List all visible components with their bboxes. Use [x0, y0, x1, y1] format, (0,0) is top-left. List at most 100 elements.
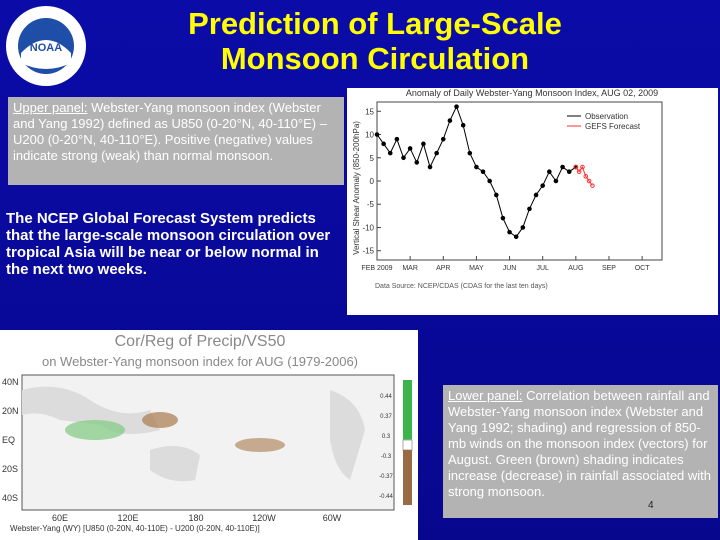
lon-label: 120W: [252, 513, 276, 523]
data-point: [414, 160, 420, 165]
map-subtitle: on Webster-Yang monsoon index for AUG (1…: [42, 354, 358, 369]
brown-shade: [235, 438, 285, 452]
data-point: [434, 150, 439, 156]
note-text: Correlation between rainfall and Webster…: [448, 388, 712, 499]
data-point: [590, 183, 595, 188]
x-tick-label: SEP: [602, 265, 616, 272]
y-tick-label: -10: [362, 223, 374, 232]
data-point: [573, 164, 579, 170]
index-chart: Anomaly of Daily Webster-Yang Monsoon In…: [347, 88, 718, 315]
chart-title: Anomaly of Daily Webster-Yang Monsoon In…: [406, 88, 658, 98]
data-point: [494, 192, 499, 198]
data-point: [513, 234, 519, 240]
lat-label: 20S: [2, 464, 18, 474]
data-point: [553, 178, 559, 184]
lon-label: 120E: [117, 513, 138, 523]
y-tick-label: -15: [362, 247, 374, 256]
x-tick-label: AUG: [568, 265, 583, 272]
correlation-map: Cor/Reg of Precip/VS50 on Webster-Yang m…: [0, 330, 418, 540]
series-line: [376, 105, 577, 238]
x-tick-label: JUL: [536, 265, 549, 272]
data-point: [480, 169, 486, 175]
y-tick-label: 10: [365, 131, 374, 140]
lon-label: 180: [188, 513, 203, 523]
land: [150, 446, 200, 482]
data-point: [407, 146, 413, 151]
x-tick-label: FEB 2009: [361, 265, 392, 272]
colorbar-label: -0.37: [379, 474, 393, 480]
green-shade: [65, 420, 125, 440]
data-point: [500, 215, 506, 221]
summary-text: The NCEP Global Forecast System predicts…: [6, 210, 331, 278]
y-tick-label: 5: [370, 154, 375, 163]
y-tick-label: -5: [367, 200, 375, 209]
chart-source: Data Source: NCEP/CDAS (CDAS for the las…: [375, 283, 548, 290]
slide-title: Prediction of Large-Scale Monsoon Circul…: [188, 6, 562, 76]
y-axis-label: Vertical Shear Anomaly (850-200hPa): [352, 121, 361, 255]
x-tick-label: MAR: [402, 265, 418, 272]
data-point: [401, 155, 406, 161]
data-point: [467, 150, 473, 156]
brown-shade: [142, 412, 178, 428]
map-footer: Webster-Yang (WY) [U850 (0-20N, 40-110E)…: [10, 524, 260, 533]
colorbar-label: 0.44: [380, 394, 392, 400]
page-number: 4: [648, 500, 654, 511]
upper-panel-note: Upper panel: Webster-Yang monsoon index …: [8, 97, 344, 185]
data-point: [507, 229, 512, 235]
lat-label: EQ: [2, 435, 15, 445]
x-tick-label: JUN: [503, 265, 517, 272]
note-text: Webster-Yang monsoon index (Webster and …: [13, 100, 327, 163]
data-point: [520, 225, 526, 230]
data-point: [487, 178, 492, 184]
data-point: [387, 150, 393, 156]
x-tick-label: OCT: [635, 265, 651, 272]
colorbar-white: [402, 439, 413, 451]
lon-label: 60W: [323, 513, 342, 523]
data-point: [381, 141, 386, 147]
lower-panel-note: Lower panel: Correlation between rainfal…: [443, 385, 718, 518]
data-point: [394, 136, 400, 142]
lat-label: 20N: [2, 406, 19, 416]
lat-label: 40S: [2, 493, 18, 503]
data-point: [583, 174, 589, 179]
colorbar-label: -0.44: [379, 494, 393, 500]
series-line: [575, 165, 593, 186]
data-point: [440, 136, 446, 142]
data-point: [566, 169, 572, 175]
x-tick-label: APR: [436, 265, 450, 272]
note-label: Lower panel:: [448, 388, 523, 403]
data-point: [427, 164, 433, 170]
data-point: [560, 164, 565, 170]
logo-text: NOAA: [30, 42, 62, 54]
lat-label: 40N: [2, 377, 19, 387]
data-point: [580, 164, 585, 170]
x-tick-label: MAY: [469, 265, 484, 272]
data-point: [540, 183, 545, 188]
y-tick-label: 15: [365, 107, 374, 116]
y-tick-label: 0: [370, 177, 375, 186]
map-title: Cor/Reg of Precip/VS50: [115, 333, 286, 350]
data-point: [527, 206, 532, 212]
logo-bird: [21, 40, 71, 69]
colorbar-label: -0.3: [381, 454, 392, 460]
data-point: [374, 132, 380, 137]
land: [330, 390, 365, 480]
note-label: Upper panel:: [13, 100, 88, 115]
colorbar-label: 0.37: [380, 414, 392, 420]
data-point: [576, 169, 582, 175]
noaa-logo: NOAA: [6, 6, 86, 86]
legend-label: GEFS Forecast: [585, 122, 641, 131]
data-point: [421, 141, 426, 147]
colorbar-brown: [403, 450, 412, 505]
legend-label: Observation: [585, 112, 628, 121]
data-point: [460, 122, 466, 128]
land: [22, 386, 160, 434]
data-point: [447, 118, 453, 123]
data-point: [547, 169, 552, 175]
data-point: [533, 192, 539, 198]
lon-label: 60E: [52, 513, 68, 523]
data-point: [474, 164, 479, 170]
data-point: [454, 104, 459, 109]
data-point: [586, 178, 592, 184]
